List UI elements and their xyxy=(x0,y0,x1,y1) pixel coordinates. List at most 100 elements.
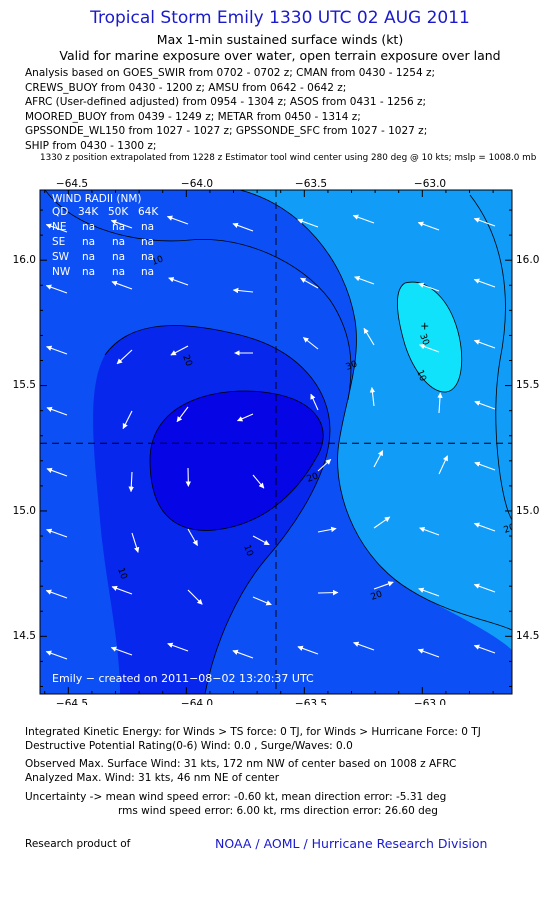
wind-vector-arrow xyxy=(46,528,68,538)
wind-vector-arrow xyxy=(131,532,140,553)
wind-vector-arrow xyxy=(46,467,68,477)
analysis-line: AFRC (User-defined adjusted) from 0954 -… xyxy=(25,96,427,108)
wind-radii-quadrant: SE xyxy=(52,236,65,248)
wind-vector-arrow xyxy=(473,644,496,654)
wind-vector-arrow xyxy=(473,278,496,288)
analysis-sources: Analysis based on GOES_SWIR from 0702 - … xyxy=(25,66,435,153)
wind-radii-value: na xyxy=(112,251,125,263)
lat-tick-label: 15.0 xyxy=(13,505,36,517)
wind-vector-arrow xyxy=(352,214,375,224)
wind-vector-arrow xyxy=(473,217,496,227)
contour-label: 30 xyxy=(417,333,430,347)
lat-tick-label: 16.0 xyxy=(516,254,539,266)
wind-vector-arrow xyxy=(232,222,254,232)
wind-vector-arrow xyxy=(474,400,496,410)
contour-labels: 10 20 30 10 20 10 20 10 20 30 xyxy=(115,254,512,602)
lat-tick-label: 15.5 xyxy=(13,379,36,391)
lat-tick-label: 14.5 xyxy=(13,630,36,642)
wind-vector-arrow xyxy=(418,282,440,292)
axis-ticks xyxy=(40,190,512,694)
lat-tick-label: 15.0 xyxy=(516,505,539,517)
wind-radii-quadrant: SW xyxy=(52,251,70,263)
research-product-label: Research product of xyxy=(25,838,131,850)
contour-label: 20 xyxy=(306,471,320,484)
wind-vector-arrow xyxy=(232,287,254,294)
contour-label: 10 xyxy=(151,254,165,267)
wind-vector-arrow xyxy=(419,527,440,536)
wind-radii-value: na xyxy=(82,251,95,263)
wind-vector-arrow xyxy=(369,386,376,407)
wind-vector-arrow xyxy=(419,344,440,353)
wind-vector-arrow xyxy=(354,276,375,285)
contour-label: 10 xyxy=(241,544,254,558)
wind-radii-value: na xyxy=(141,221,154,233)
lon-tick-label: −63.5 xyxy=(295,698,327,705)
wind-radii-header: 64K xyxy=(138,206,159,218)
wind-vector-arrow xyxy=(317,458,332,472)
lat-tick-label: 16.0 xyxy=(13,254,36,266)
wind-vector-arrow xyxy=(45,223,68,233)
observed-max-wind: Observed Max. Surface Wind: 31 kts, 172 … xyxy=(25,758,457,770)
wind-vector-arrow xyxy=(317,589,339,596)
map-subtitle: Max 1-min sustained surface winds (kt) xyxy=(156,32,404,47)
analysis-line: CREWS_BUOY from 0430 - 1200 z; AMSU from… xyxy=(25,81,347,94)
wind-vector-arrow xyxy=(473,583,496,593)
wind-vector-arrow xyxy=(473,339,496,349)
wind-vector-arrow xyxy=(232,649,254,659)
wind-vector-arrow xyxy=(46,345,68,355)
analyzed-max-wind: Analyzed Max. Wind: 31 kts, 46 nm NE of … xyxy=(25,772,280,784)
isotach-contours xyxy=(44,190,512,694)
wind-vector-arrow xyxy=(116,349,133,365)
position-note: 1330 z position extrapolated from 1228 z… xyxy=(40,153,537,163)
lon-tick-label: −64.5 xyxy=(56,178,88,190)
wind-vector-arrow xyxy=(236,413,254,422)
wind-vector-arrow xyxy=(46,406,68,416)
lat-tick-label: 15.5 xyxy=(516,379,539,391)
wind-radii-quadrant: NE xyxy=(52,221,67,233)
wind-vector-arrow xyxy=(168,277,189,286)
plot-frame xyxy=(39,189,513,695)
noaa-credit: NOAA / AOML / Hurricane Research Divisio… xyxy=(215,836,488,851)
wind-vector-arrow xyxy=(45,284,68,294)
wind-field: 10 20 30 10 20 10 20 10 20 30 + xyxy=(40,190,512,694)
wind-vector-arrow xyxy=(176,406,189,423)
wind-vector-arrow xyxy=(417,648,440,658)
map-credit: Emily − created on 2011−08−02 13:20:37 U… xyxy=(52,672,314,685)
uncertainty-mean: Uncertainty -> mean wind speed error: -0… xyxy=(25,791,447,803)
wind-vector-arrow xyxy=(45,650,68,660)
wind-vector-arrow xyxy=(300,277,319,289)
lat-tick-label: 14.5 xyxy=(516,630,539,642)
wind-radii-value: na xyxy=(112,266,125,278)
wind-radii-value: na xyxy=(141,266,154,278)
wind-radii-value: na xyxy=(112,236,125,248)
map-title: Tropical Storm Emily 1330 UTC 02 AUG 201… xyxy=(90,8,470,28)
wind-vector-arrow xyxy=(302,337,319,350)
lon-tick-label: −64.5 xyxy=(56,698,88,705)
lon-tick-label: −64.0 xyxy=(181,178,213,190)
wind-vector-arrow xyxy=(310,393,319,411)
contour-label: 30 xyxy=(345,359,359,372)
validity-note: Valid for marine exposure over water, op… xyxy=(59,48,501,63)
analysis-line: Analysis based on GOES_SWIR from 0702 - … xyxy=(25,67,436,79)
wind-vector-arrow xyxy=(122,410,133,430)
wind-vector-arrow xyxy=(297,218,319,228)
wind-radii-header: 50K xyxy=(108,206,129,218)
wind-vector-arrow xyxy=(437,392,443,414)
analysis-line: MOORED_BUOY from 0439 - 1249 z; METAR fr… xyxy=(25,110,361,123)
wind-analysis-map: 10 20 30 10 20 10 20 10 20 30 + −64.5 −64.0 −63.5… xyxy=(13,178,540,705)
wind-vector-arrow xyxy=(373,581,394,590)
wind-vector-arrow xyxy=(111,280,133,290)
wind-vector-arrow xyxy=(110,646,133,656)
wind-radii-value: na xyxy=(82,266,95,278)
wind-vector-arrow xyxy=(166,215,189,225)
wind-radii-title: WIND RADII (NM) xyxy=(52,193,142,205)
wind-radii-table: WIND RADII (NM) QD 34K 50K 64K NE na na … xyxy=(52,193,159,278)
wind-vector-arrow xyxy=(363,327,375,346)
wind-vector-arrow xyxy=(252,535,270,546)
wind-vector-arrow xyxy=(474,461,496,471)
wind-radii-value: na xyxy=(112,221,125,233)
contour-label: 10 xyxy=(115,567,128,581)
wind-radii-header: QD xyxy=(52,206,68,218)
wind-band-0-10 xyxy=(93,325,330,694)
wind-vector-arrow xyxy=(417,221,440,231)
